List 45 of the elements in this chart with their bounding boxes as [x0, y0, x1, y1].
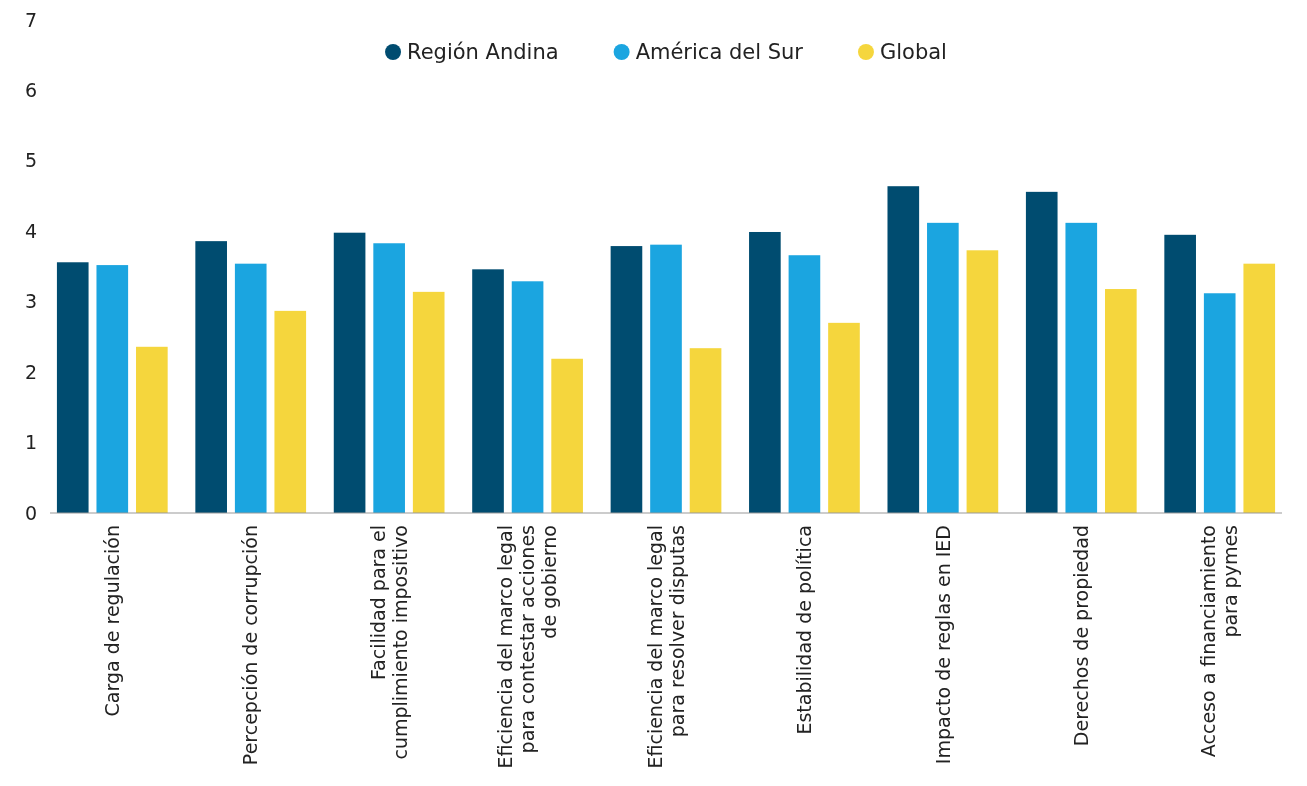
y-tick-label: 2: [24, 360, 37, 383]
bar: [927, 222, 959, 513]
x-tick-label: Acceso a financiamiento para pymes: [1197, 525, 1242, 758]
x-tick-label: Impacto de reglas en IED: [931, 525, 954, 765]
bar: [551, 358, 583, 513]
y-tick-label: 6: [24, 79, 37, 102]
bar: [610, 246, 643, 513]
bar: [274, 310, 307, 513]
legend-label: Global: [879, 40, 947, 65]
y-tick-label: 4: [24, 219, 37, 242]
bar: [828, 322, 860, 513]
legend-label: América del Sur: [635, 40, 804, 65]
bar: [136, 346, 168, 513]
bar: [234, 263, 267, 513]
x-tick-label: Estabilidad de política: [793, 525, 816, 735]
bar: [966, 250, 999, 513]
bar: [195, 241, 227, 513]
bar: [96, 265, 129, 513]
bar: [650, 244, 682, 513]
bar: [56, 262, 89, 513]
bar: [511, 281, 544, 513]
bar: [689, 348, 722, 513]
bar: [887, 186, 920, 513]
bar: [1164, 234, 1196, 513]
y-tick-label: 1: [24, 431, 37, 454]
bar: [1025, 191, 1058, 513]
bar: [1243, 263, 1276, 513]
bar: [749, 231, 781, 513]
legend-label: Región Andina: [407, 40, 559, 65]
bar: [1105, 289, 1137, 513]
y-tick-label: 7: [24, 8, 37, 31]
x-tick-label: Carga de regulación: [100, 525, 123, 717]
y-tick-label: 0: [24, 501, 37, 524]
x-tick-label: Facilidad para el cumplimiento impositivo: [366, 525, 411, 760]
bar: [1065, 222, 1098, 513]
bar: [472, 269, 504, 513]
bar: [333, 232, 366, 513]
bar: [412, 291, 445, 513]
bar: [373, 243, 405, 513]
y-tick-label: 5: [24, 149, 37, 172]
bar: [1203, 293, 1236, 513]
x-tick-label: Percepción de corrupción: [239, 525, 262, 766]
y-tick-label: 3: [24, 290, 37, 313]
x-tick-label: Derechos de propiedad: [1069, 525, 1092, 747]
bar: [788, 255, 821, 513]
